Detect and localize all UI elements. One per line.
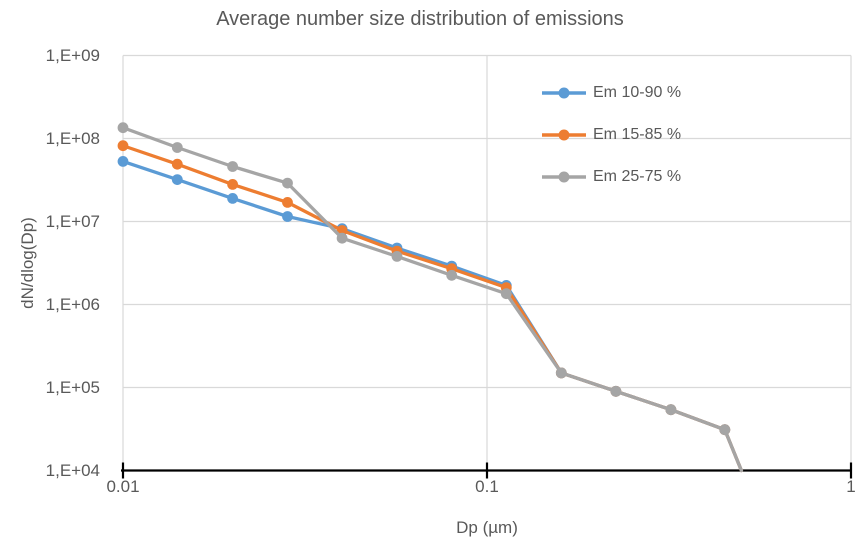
data-point-marker [500, 288, 512, 300]
series-line-0 [121, 159, 744, 473]
legend-marker-blue-icon [542, 87, 586, 99]
data-point-marker [227, 161, 239, 172]
data-point-marker [555, 367, 567, 379]
y-tick-label: 1,E+07 [45, 211, 100, 231]
data-point-marker [171, 142, 183, 153]
legend-marker-orange-icon [542, 129, 586, 141]
legend-item-em-10-90: Em 10-90 % [541, 84, 682, 101]
x-tick-label: 0.1 [475, 477, 499, 496]
data-point-marker [282, 177, 293, 189]
x-axis-title: Dp (µm) [456, 518, 518, 537]
data-point-marker [719, 424, 731, 436]
y-tick-label: 1,E+05 [45, 377, 100, 397]
legend-label: Em 15-85 % [593, 126, 682, 143]
chart-title: Average number size distribution of emis… [216, 8, 624, 30]
legend: Em 10-90 % Em 15-85 % Em 25-75 % [541, 84, 682, 185]
x-tick-label: 1 [846, 477, 856, 496]
legend-label: Em 10-90 % [593, 84, 682, 101]
data-point-marker [665, 404, 677, 416]
data-point-marker [446, 269, 458, 281]
x-tick-label: 0.01 [106, 477, 140, 496]
data-point-marker [171, 174, 183, 186]
y-tick-label: 1,E+09 [45, 45, 100, 65]
y-tick-label: 1,E+08 [45, 128, 100, 148]
y-tick-label: 1,E+04 [45, 460, 100, 480]
data-point-marker [171, 158, 183, 170]
data-point-marker [117, 140, 129, 152]
data-point-marker [117, 156, 129, 167]
data-point-marker [610, 385, 622, 397]
data-point-marker [227, 179, 239, 190]
data-point-marker [227, 193, 239, 204]
data-point-marker [282, 197, 293, 208]
legend-marker-gray-icon [542, 171, 586, 183]
data-point-marker [336, 232, 348, 244]
legend-label: Em 25-75 % [593, 168, 682, 185]
legend-item-em-25-75: Em 25-75 % [541, 168, 682, 185]
series-line-1 [121, 144, 744, 473]
data-point-marker [117, 122, 129, 134]
y-tick-label: 1,E+06 [45, 294, 100, 314]
data-point-marker [391, 251, 403, 262]
legend-item-em-15-85: Em 15-85 % [541, 126, 682, 143]
data-point-marker [282, 211, 293, 222]
